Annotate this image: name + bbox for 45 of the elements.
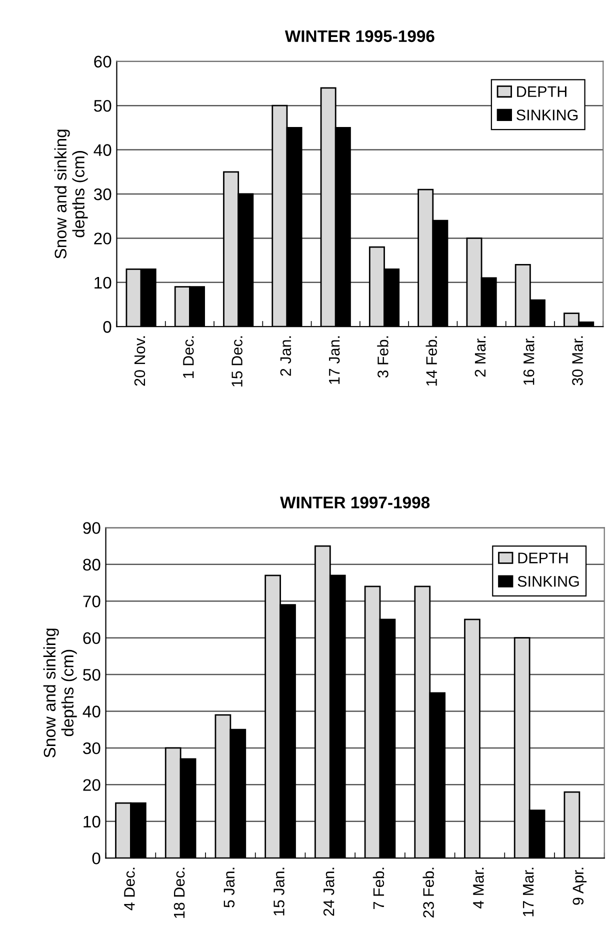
x-tick-label: 17 Mar.: [523, 868, 534, 916]
legend-label: SINKING: [516, 110, 578, 120]
x-tick-label: 15 Jan.: [274, 868, 284, 916]
y-tick-label: 60: [83, 632, 100, 644]
y-axis-title: Snow and sinking depths (cm): [54, 130, 88, 259]
x-tick-label: 16 Mar.: [523, 336, 534, 385]
y-tick-label: 60: [94, 56, 112, 68]
y-tick-label: 40: [94, 144, 112, 156]
y-tick-label: 90: [83, 522, 100, 534]
x-tick-label: 3 Feb.: [377, 336, 388, 378]
x-tick-label: 23 Feb.: [422, 868, 434, 918]
y-tick-label: 50: [94, 100, 112, 112]
y-tick-label: 70: [83, 596, 100, 608]
x-tick-label: 4 Dec.: [124, 868, 135, 910]
legend-label: SINKING: [518, 576, 579, 587]
chart-title: WINTER 1995-1996: [284, 30, 434, 42]
x-tick-label: 7 Feb.: [372, 868, 384, 909]
x-tick-label: 20 Nov.: [134, 336, 146, 386]
x-tick-label: 17 Jan.: [329, 336, 340, 384]
x-tick-label: 18 Dec.: [174, 868, 185, 918]
x-tick-label: 15 Dec.: [232, 336, 242, 386]
legend-label: DEPTH: [518, 552, 568, 564]
x-tick-label: 5 Jan.: [224, 868, 235, 908]
y-tick-label: 0: [92, 852, 100, 864]
y-tick-label: 30: [94, 188, 112, 200]
x-tick-label: 9 Apr.: [572, 868, 587, 905]
x-tick-label: 2 Jan.: [280, 336, 292, 376]
y-tick-label: 0: [103, 321, 112, 333]
y-tick-label: 80: [83, 558, 100, 571]
x-tick-label: 2 Mar.: [474, 336, 486, 377]
x-tick-label: 14 Feb.: [426, 336, 437, 386]
x-tick-label: 30 Mar.: [572, 336, 583, 386]
x-tick-label: 24 Jan.: [323, 868, 334, 916]
legend-label: DEPTH: [517, 86, 566, 97]
y-tick-label: 20: [83, 779, 100, 791]
y-tick-label: 50: [83, 668, 100, 681]
x-tick-label: 1 Dec.: [183, 336, 194, 378]
y-tick-label: 10: [84, 816, 100, 828]
y-tick-label: 40: [82, 706, 100, 718]
x-tick-label: 4 Mar.: [473, 868, 484, 909]
chart-title: WINTER 1997-1998: [280, 496, 430, 508]
y-tick-label: 10: [94, 276, 112, 289]
y-axis-title: Snow and sinking depths (cm): [43, 628, 77, 758]
y-tick-label: 30: [83, 742, 100, 754]
y-tick-label: 20: [94, 232, 112, 244]
